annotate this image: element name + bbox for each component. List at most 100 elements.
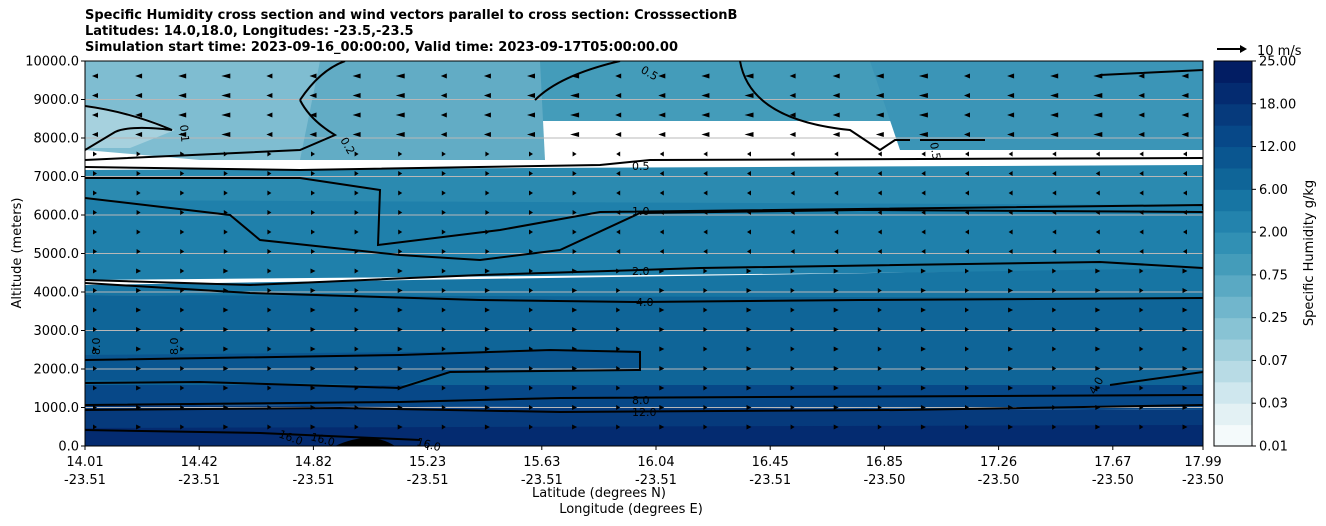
wind-vector — [135, 112, 143, 118]
wind-vector — [616, 288, 621, 293]
wind-vector — [484, 307, 490, 313]
wind-vector — [484, 346, 490, 352]
colorbar-segment — [1214, 82, 1252, 105]
wind-vector — [616, 385, 621, 391]
wind-vector — [221, 112, 231, 118]
wind-vector — [615, 93, 622, 98]
wind-vector — [1052, 249, 1057, 254]
wind-vector — [616, 190, 621, 196]
wind-vector — [833, 288, 839, 293]
wind-vector — [441, 366, 446, 371]
contour-label-16.0-b: 16.0 — [309, 430, 336, 449]
wind-vector — [180, 327, 185, 332]
wind-vector — [1007, 112, 1015, 118]
wind-vector — [570, 132, 580, 137]
wind-vector — [354, 385, 359, 391]
wind-vector — [267, 366, 272, 371]
wind-vector — [877, 171, 882, 176]
wind-vector — [354, 366, 359, 371]
wind-vector — [1052, 346, 1057, 352]
wind-vector — [178, 73, 187, 79]
colorbar-segment — [1214, 424, 1252, 447]
colorbar-segment — [1214, 146, 1252, 169]
wind-vector — [1008, 385, 1014, 391]
contour-lines — [85, 61, 1203, 441]
wind-vector — [354, 190, 359, 196]
wind-vector — [703, 424, 708, 430]
colorbar-segment — [1214, 189, 1252, 212]
colorbar-segment — [1214, 167, 1252, 190]
wind-vector — [309, 132, 317, 137]
wind-key-arrow-icon — [1240, 45, 1247, 53]
wind-vector — [746, 424, 752, 430]
contour-labels: 0.1 0.2 0.5 0.5 0.5 1.0 2.0 4.0 4.0 8.0 … — [90, 63, 1106, 454]
wind-vector — [789, 112, 796, 118]
wind-vector — [703, 288, 708, 293]
wind-vector — [529, 405, 533, 410]
wind-vector — [309, 93, 317, 98]
x-tick-label-lat: 15.63 — [523, 455, 560, 470]
wind-vector — [397, 288, 403, 293]
wind-vector — [93, 268, 97, 274]
wind-vector — [572, 229, 577, 235]
wind-vector — [1008, 249, 1013, 254]
contour-0.1 — [85, 105, 173, 151]
wind-vector — [223, 346, 229, 352]
colorbar-segment — [1214, 103, 1252, 126]
y-tick-label: 4000.0 — [34, 286, 80, 301]
x-tick-label-lon: -23.51 — [407, 473, 449, 488]
wind-vector — [529, 249, 533, 254]
colorbar-tick-label: 2.00 — [1259, 226, 1288, 241]
wind-vector — [1095, 366, 1101, 371]
wind-vector — [1095, 405, 1101, 410]
wind-vector — [921, 229, 926, 235]
wind-vector — [1052, 327, 1057, 332]
wind-vector — [572, 385, 578, 391]
x-tick-label-lon: -23.50 — [1182, 473, 1224, 488]
wind-vector — [659, 288, 665, 293]
colorbar-segment — [1214, 125, 1252, 148]
title-line-2: Latitudes: 14.0,18.0, Longitudes: -23.5,… — [85, 24, 414, 39]
wind-vector — [352, 93, 361, 98]
wind-vector — [1008, 171, 1013, 176]
wind-vector — [440, 93, 447, 98]
wind-vector — [920, 385, 926, 391]
colorbar-segment — [1214, 360, 1252, 383]
wind-vector — [1095, 171, 1100, 176]
wind-vector — [1139, 346, 1144, 352]
wind-vector — [615, 132, 622, 137]
wind-vector — [398, 229, 403, 235]
wind-vector — [1050, 73, 1059, 79]
wind-vector — [93, 190, 97, 196]
wind-vector — [485, 171, 490, 176]
wind-vector — [266, 93, 273, 98]
wind-vector — [223, 366, 229, 371]
wind-vector — [747, 210, 751, 215]
y-tick-label: 9000.0 — [34, 93, 80, 108]
colorbar-tick-label: 18.00 — [1259, 97, 1296, 112]
wind-vector — [485, 210, 490, 215]
wind-vector — [136, 190, 141, 196]
contour-label-2.0: 2.0 — [632, 265, 650, 278]
wind-vector — [570, 93, 580, 98]
wind-vector — [616, 327, 621, 332]
wind-vector — [789, 93, 796, 98]
wind-vector — [352, 112, 361, 118]
wind-vector — [703, 171, 708, 176]
wind-vector — [659, 405, 665, 410]
wind-vector — [267, 424, 272, 430]
wind-vector — [832, 73, 840, 79]
wind-vector — [1182, 346, 1188, 352]
x-tick-label-lon: -23.51 — [178, 473, 220, 488]
wind-vector — [441, 268, 446, 274]
wind-vector — [790, 210, 795, 215]
wind-vector — [527, 112, 535, 118]
wind-vector — [572, 366, 578, 371]
wind-vector — [483, 73, 491, 79]
wind-vector — [180, 229, 185, 235]
x-tick-label-lon: -23.50 — [978, 473, 1020, 488]
wind-vector — [267, 151, 272, 157]
wind-vector — [93, 366, 97, 371]
chart-title: Specific Humidity cross section and wind… — [85, 8, 737, 56]
wind-vector — [790, 405, 795, 410]
